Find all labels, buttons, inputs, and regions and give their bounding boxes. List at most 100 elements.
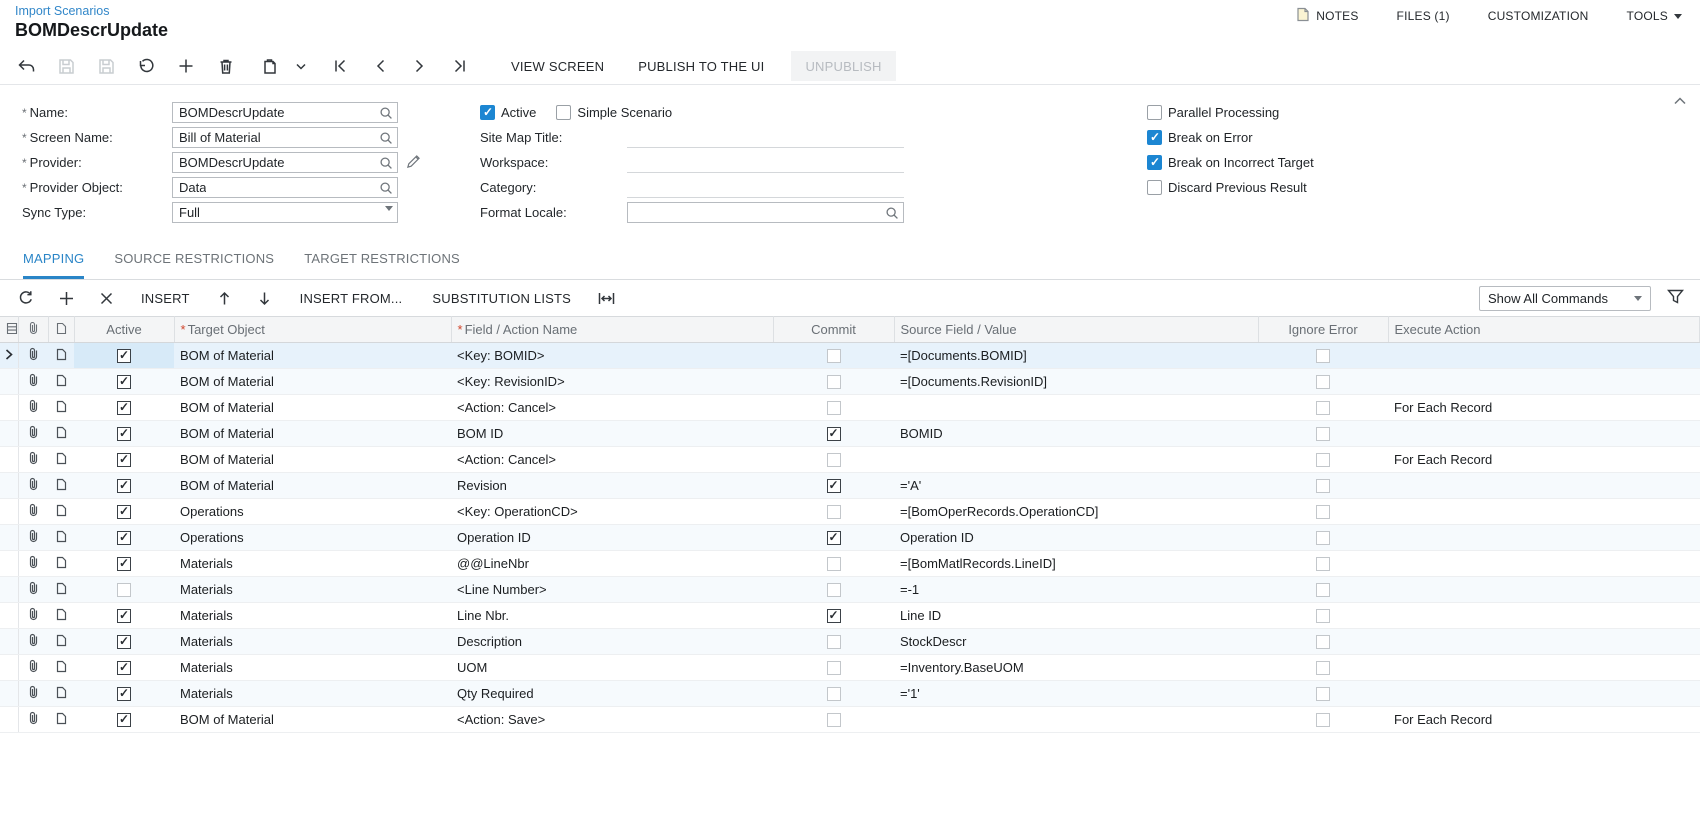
checked-checkbox[interactable]: [1147, 155, 1162, 170]
cell-field-action-name[interactable]: BOM ID: [451, 420, 773, 447]
paperclip-icon[interactable]: [18, 576, 48, 603]
cell-execute-action[interactable]: [1388, 368, 1700, 395]
active-checkbox[interactable]: [117, 400, 131, 416]
refresh-icon[interactable]: [6, 283, 46, 313]
back-button[interactable]: [6, 50, 46, 82]
cell-source-field-value[interactable]: Line ID: [894, 602, 1258, 629]
rows-icon[interactable]: [0, 316, 19, 343]
commit-checkbox[interactable]: [826, 713, 841, 728]
file-icon[interactable]: [48, 368, 74, 395]
commit-checkbox[interactable]: [826, 557, 841, 572]
cell-target-object[interactable]: Operations: [174, 524, 451, 551]
paperclip-icon[interactable]: [18, 446, 48, 473]
cell-source-field-value[interactable]: BOMID: [894, 420, 1258, 447]
active-checkbox[interactable]: [117, 504, 131, 520]
grid-row[interactable]: BOM of Material<Action: Cancel> For Each …: [0, 446, 1700, 473]
cell-execute-action[interactable]: [1388, 498, 1700, 525]
checkbox-field[interactable]: Break on Error: [1147, 127, 1253, 148]
cell-source-field-value[interactable]: [894, 706, 1258, 733]
file-icon[interactable]: [48, 394, 74, 421]
cell-source-field-value[interactable]: ='A': [894, 472, 1258, 499]
active-checkbox[interactable]: [117, 660, 131, 676]
active-checkbox[interactable]: [117, 583, 131, 598]
cell-execute-action[interactable]: [1388, 472, 1700, 499]
chevron-down-icon[interactable]: [290, 50, 312, 82]
lookup-input[interactable]: BOMDescrUpdate: [172, 102, 398, 123]
cell-target-object[interactable]: BOM of Material: [174, 394, 451, 421]
checked-checkbox[interactable]: [1147, 130, 1162, 145]
cell-field-action-name[interactable]: <Action: Cancel>: [451, 394, 773, 421]
save-button[interactable]: [86, 50, 126, 82]
paperclip-icon[interactable]: [18, 472, 48, 499]
active-checkbox[interactable]: [117, 478, 131, 494]
next-record-button[interactable]: [400, 50, 440, 82]
cell-execute-action[interactable]: [1388, 654, 1700, 681]
unpublish-button[interactable]: UNPUBLISH: [791, 51, 896, 81]
cell-field-action-name[interactable]: <Action: Save>: [451, 706, 773, 733]
file-icon[interactable]: [48, 446, 74, 473]
commit-checkbox[interactable]: [826, 583, 841, 598]
tab-source-restrictions[interactable]: SOURCE RESTRICTIONS: [114, 251, 275, 266]
text-input[interactable]: [627, 152, 904, 173]
file-icon[interactable]: [48, 680, 74, 707]
ignore-error-checkbox[interactable]: [1316, 349, 1330, 364]
cell-execute-action[interactable]: For Each Record: [1388, 706, 1700, 733]
cell-field-action-name[interactable]: <Key: BOMID>: [451, 342, 773, 369]
substitution-lists-button[interactable]: SUBSTITUTION LISTS: [432, 290, 572, 306]
collapse-panel-icon[interactable]: [1674, 93, 1686, 108]
cell-source-field-value[interactable]: =[Documents.BOMID]: [894, 342, 1258, 369]
tab-mapping[interactable]: MAPPING: [23, 251, 85, 279]
commit-checkbox[interactable]: [826, 505, 841, 520]
ignore-error-checkbox[interactable]: [1316, 635, 1330, 650]
cell-field-action-name[interactable]: @@LineNbr: [451, 550, 773, 577]
commit-checkbox[interactable]: [826, 453, 841, 468]
ignore-error-checkbox[interactable]: [1316, 531, 1330, 546]
ignore-error-checkbox[interactable]: [1316, 479, 1330, 494]
cell-field-action-name[interactable]: <Key: RevisionID>: [451, 368, 773, 395]
file-icon[interactable]: [48, 472, 74, 499]
checkbox-field[interactable]: Break on Incorrect Target: [1147, 152, 1314, 173]
sync-type-select[interactable]: Full: [172, 202, 398, 226]
customization-button[interactable]: CUSTOMIZATION: [1487, 9, 1589, 23]
commit-checkbox[interactable]: [826, 401, 841, 416]
cell-execute-action[interactable]: For Each Record: [1388, 446, 1700, 473]
commit-checkbox[interactable]: [826, 426, 841, 442]
search-icon[interactable]: [379, 131, 393, 148]
search-icon[interactable]: [885, 206, 899, 223]
cell-target-object[interactable]: Operations: [174, 498, 451, 525]
cell-source-field-value[interactable]: =[BomMatlRecords.LineID]: [894, 550, 1258, 577]
cell-source-field-value[interactable]: =Inventory.BaseUOM: [894, 654, 1258, 681]
lookup-input[interactable]: Data: [172, 177, 398, 198]
file-icon[interactable]: [48, 550, 74, 577]
cell-source-field-value[interactable]: [894, 394, 1258, 421]
ignore-error-checkbox[interactable]: [1316, 401, 1330, 416]
search-icon[interactable]: [379, 106, 393, 123]
prev-record-button[interactable]: [360, 50, 400, 82]
tools-menu-button[interactable]: TOOLS: [1627, 9, 1682, 23]
cell-source-field-value[interactable]: ='1': [894, 680, 1258, 707]
cell-source-field-value[interactable]: [894, 446, 1258, 473]
chevron-down-icon[interactable]: [385, 206, 393, 226]
cell-target-object[interactable]: Materials: [174, 576, 451, 603]
file-icon[interactable]: [48, 420, 74, 447]
text-input[interactable]: [627, 127, 904, 148]
column-header-ignore-error[interactable]: Ignore Error: [1258, 316, 1389, 343]
active-checkbox[interactable]: [117, 686, 131, 702]
checkbox-field[interactable]: Parallel Processing: [1147, 102, 1279, 123]
column-header-active[interactable]: Active: [74, 316, 175, 343]
checked-checkbox[interactable]: [480, 105, 495, 120]
ignore-error-checkbox[interactable]: [1316, 505, 1330, 520]
ignore-error-checkbox[interactable]: [1316, 453, 1330, 468]
unchecked-checkbox[interactable]: [1147, 180, 1162, 195]
lookup-input[interactable]: [627, 202, 904, 223]
grid-row[interactable]: BOM of Material<Action: Save> For Each Re…: [0, 706, 1700, 733]
commit-checkbox[interactable]: [826, 661, 841, 676]
cell-execute-action[interactable]: [1388, 680, 1700, 707]
paperclip-icon[interactable]: [18, 394, 48, 421]
text-input[interactable]: [627, 177, 904, 198]
show-commands-select[interactable]: Show All Commands: [1479, 285, 1651, 311]
commit-checkbox[interactable]: [826, 530, 841, 546]
